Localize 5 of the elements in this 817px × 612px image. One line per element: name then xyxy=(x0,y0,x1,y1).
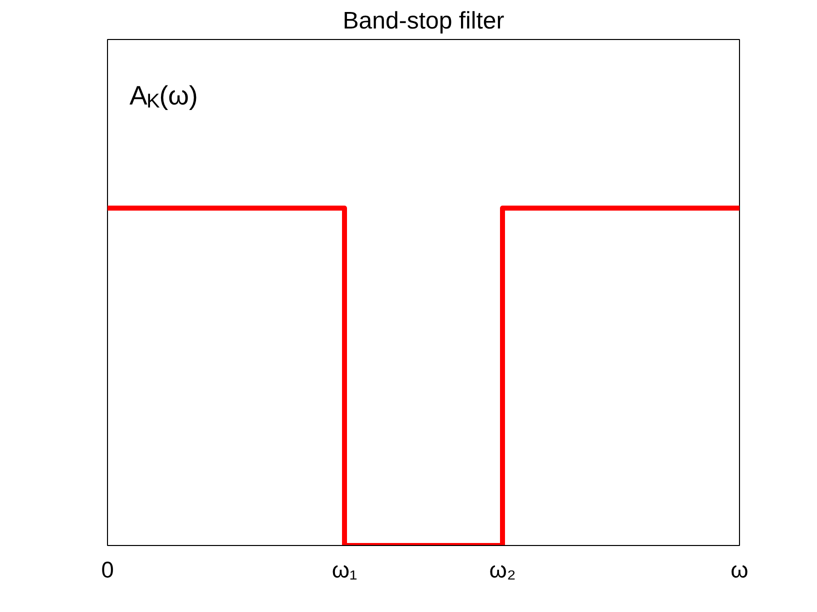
x-tick-label: 0 xyxy=(101,556,114,582)
x-tick-label: ω₂ xyxy=(489,556,516,582)
x-tick-label: ω₁ xyxy=(332,556,358,582)
x-tick-label: ω xyxy=(730,556,748,582)
chart-title: Band-stop filter xyxy=(342,8,504,34)
